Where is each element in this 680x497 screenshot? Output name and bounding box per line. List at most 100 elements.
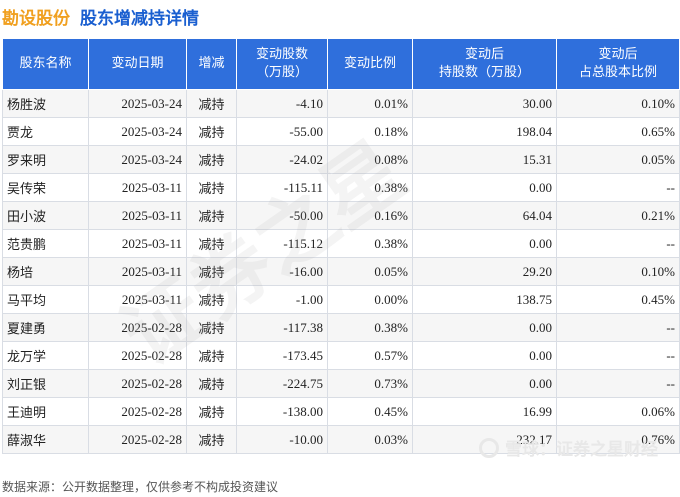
table-row: 吴传荣 2025-03-11 减持 -115.11 0.38% 0.00 -- xyxy=(2,173,680,202)
shares-after: 138.75 xyxy=(412,285,557,314)
change-shares: -138.00 xyxy=(236,397,328,426)
shareholder-name: 王迪明 xyxy=(2,397,89,426)
change-ratio: 0.05% xyxy=(327,257,413,286)
shareholder-name: 田小波 xyxy=(2,201,89,230)
change-ratio: 0.73% xyxy=(327,369,413,398)
change-direction: 减持 xyxy=(186,397,237,426)
table-row: 田小波 2025-03-11 减持 -50.00 0.16% 64.04 0.21% xyxy=(2,201,680,230)
change-date: 2025-03-24 xyxy=(88,117,187,146)
change-direction: 减持 xyxy=(186,117,237,146)
shares-after: 16.99 xyxy=(412,397,557,426)
table-row: 王迪明 2025-02-28 减持 -138.00 0.45% 16.99 0.06% xyxy=(2,397,680,426)
change-ratio: 0.00% xyxy=(327,285,413,314)
table-body: 杨胜波 2025-03-24 减持 -4.10 0.01% 30.00 0.10% 贾龙 202… xyxy=(2,89,680,454)
change-ratio: 0.38% xyxy=(327,313,413,342)
shareholder-name: 杨胜波 xyxy=(2,89,89,118)
table-header-row: 股东名称 变动日期 增减 变动股数 （万股） 变动比例 变动后 持股数（万股） 变动后 占总股本比… xyxy=(2,38,680,90)
shareholder-name: 吴传荣 xyxy=(2,173,89,202)
change-direction: 减持 xyxy=(186,201,237,230)
company-name: 勘设股份 xyxy=(2,8,70,29)
shares-after: 0.00 xyxy=(412,313,557,342)
shares-after: 15.31 xyxy=(412,145,557,174)
ownership-after: -- xyxy=(556,229,680,258)
change-direction: 减持 xyxy=(186,257,237,286)
ownership-after: 0.10% xyxy=(556,89,680,118)
table-row: 范贵鹏 2025-03-11 减持 -115.12 0.38% 0.00 -- xyxy=(2,229,680,258)
table-row: 龙万学 2025-02-28 减持 -173.45 0.57% 0.00 -- xyxy=(2,341,680,370)
change-date: 2025-03-11 xyxy=(88,285,187,314)
change-date: 2025-02-28 xyxy=(88,313,187,342)
change-date: 2025-02-28 xyxy=(88,369,187,398)
change-ratio: 0.38% xyxy=(327,173,413,202)
ownership-after: 0.10% xyxy=(556,257,680,286)
shareholder-name: 杨培 xyxy=(2,257,89,286)
shares-after: 0.00 xyxy=(412,229,557,258)
change-ratio: 0.03% xyxy=(327,425,413,454)
shareholder-name: 马平均 xyxy=(2,285,89,314)
change-shares: -173.45 xyxy=(236,341,328,370)
brand-mark: 雪球：证券之星财经 xyxy=(479,435,658,460)
change-date: 2025-02-28 xyxy=(88,341,187,370)
change-shares: -50.00 xyxy=(236,201,328,230)
shareholder-name: 罗来明 xyxy=(2,145,89,174)
change-direction: 减持 xyxy=(186,173,237,202)
change-direction: 减持 xyxy=(186,89,237,118)
ownership-after: -- xyxy=(556,369,680,398)
change-shares: -16.00 xyxy=(236,257,328,286)
column-header: 变动比例 xyxy=(327,38,413,90)
column-header: 变动股数 （万股） xyxy=(236,38,328,90)
page-title: 股东增减持详情 xyxy=(80,8,199,29)
column-header: 变动后 占总股本比例 xyxy=(556,38,680,90)
ownership-after: 0.76% xyxy=(556,425,680,454)
table-row: 马平均 2025-03-11 减持 -1.00 0.00% 138.75 0.45% xyxy=(2,285,680,314)
change-direction: 减持 xyxy=(186,425,237,454)
change-shares: -4.10 xyxy=(236,89,328,118)
shareholder-name: 龙万学 xyxy=(2,341,89,370)
table-row: 罗来明 2025-03-24 减持 -24.02 0.08% 15.31 0.05% xyxy=(2,145,680,174)
change-date: 2025-03-24 xyxy=(88,145,187,174)
column-header: 增减 xyxy=(186,38,237,90)
change-shares: -55.00 xyxy=(236,117,328,146)
table-row: 杨胜波 2025-03-24 减持 -4.10 0.01% 30.00 0.10% xyxy=(2,89,680,118)
change-shares: -115.12 xyxy=(236,229,328,258)
change-date: 2025-02-28 xyxy=(88,425,187,454)
change-direction: 减持 xyxy=(186,313,237,342)
change-ratio: 0.16% xyxy=(327,201,413,230)
ownership-after: 0.05% xyxy=(556,145,680,174)
change-date: 2025-03-11 xyxy=(88,201,187,230)
change-shares: -10.00 xyxy=(236,425,328,454)
ownership-after: -- xyxy=(556,313,680,342)
shares-after: 29.20 xyxy=(412,257,557,286)
shareholder-name: 范贵鹏 xyxy=(2,229,89,258)
change-shares: -224.75 xyxy=(236,369,328,398)
ownership-after: 0.21% xyxy=(556,201,680,230)
change-ratio: 0.18% xyxy=(327,117,413,146)
ownership-after: 0.65% xyxy=(556,117,680,146)
column-header: 变动后 持股数（万股） xyxy=(412,38,557,90)
shares-after: 0.00 xyxy=(412,173,557,202)
shares-after: 30.00 xyxy=(412,89,557,118)
shares-after: 64.04 xyxy=(412,201,557,230)
change-shares: -1.00 xyxy=(236,285,328,314)
change-direction: 减持 xyxy=(186,229,237,258)
change-direction: 减持 xyxy=(186,145,237,174)
change-ratio: 0.57% xyxy=(327,341,413,370)
shareholder-name: 薛淑华 xyxy=(2,425,89,454)
change-ratio: 0.45% xyxy=(327,397,413,426)
shareholder-name: 夏建勇 xyxy=(2,313,89,342)
column-header: 变动日期 xyxy=(88,38,187,90)
change-shares: -115.11 xyxy=(236,173,328,202)
change-ratio: 0.08% xyxy=(327,145,413,174)
change-direction: 减持 xyxy=(186,285,237,314)
table-row: 杨培 2025-03-11 减持 -16.00 0.05% 29.20 0.10% xyxy=(2,257,680,286)
change-date: 2025-03-11 xyxy=(88,173,187,202)
shareholder-name: 刘正银 xyxy=(2,369,89,398)
change-date: 2025-03-24 xyxy=(88,89,187,118)
change-direction: 减持 xyxy=(186,369,237,398)
ownership-after: 0.06% xyxy=(556,397,680,426)
table-row: 贾龙 2025-03-24 减持 -55.00 0.18% 198.04 0.65% xyxy=(2,117,680,146)
shares-after: 198.04 xyxy=(412,117,557,146)
snowball-icon xyxy=(479,437,499,458)
ownership-after: 0.45% xyxy=(556,285,680,314)
change-shares: -24.02 xyxy=(236,145,328,174)
